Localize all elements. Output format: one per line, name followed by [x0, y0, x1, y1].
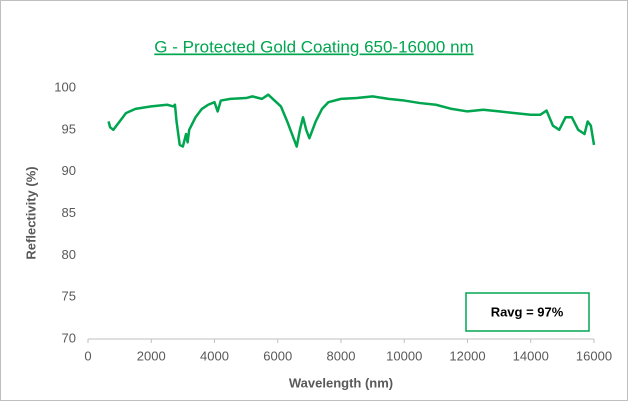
- x-tick-label: 6000: [263, 348, 292, 363]
- y-tick-label: 95: [62, 121, 76, 136]
- y-tick-label: 100: [54, 79, 76, 94]
- x-tick-label: 10000: [386, 348, 422, 363]
- y-tick-label: 80: [62, 247, 76, 262]
- annotation-box: [465, 292, 590, 332]
- x-tick-label: 4000: [200, 348, 229, 363]
- x-tick-label: 8000: [327, 348, 356, 363]
- chart-title: G - Protected Gold Coating 650-16000 nm: [154, 37, 473, 56]
- y-tick-label: 90: [62, 163, 76, 178]
- x-tick-label: 14000: [513, 348, 549, 363]
- x-axis-label: Wavelength (nm): [289, 375, 393, 390]
- x-tick-label: 12000: [449, 348, 485, 363]
- y-axis-label: Reflectivity (%): [23, 166, 38, 259]
- y-tick-label: 75: [62, 289, 76, 304]
- x-tick-label: 16000: [576, 348, 612, 363]
- data-line: [107, 93, 596, 148]
- y-tick-label: 70: [62, 330, 76, 345]
- annotation: Ravg = 97%: [491, 304, 564, 319]
- x-tick-label: 0: [84, 348, 91, 363]
- x-tick-label: 2000: [137, 348, 166, 363]
- y-tick-label: 85: [62, 205, 76, 220]
